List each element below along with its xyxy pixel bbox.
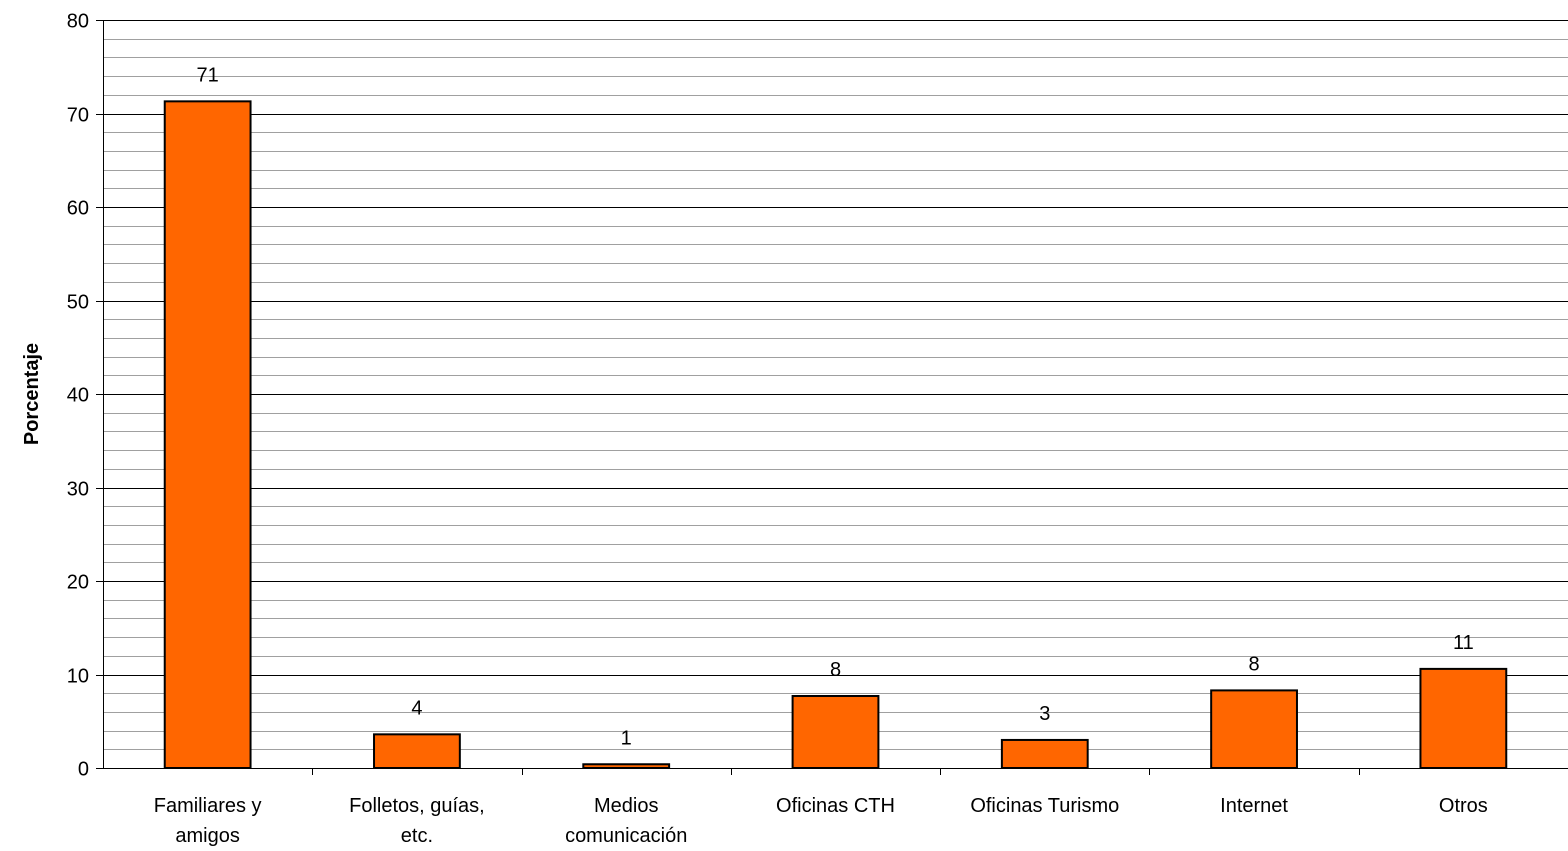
y-tick-label: 30 bbox=[67, 479, 89, 501]
bars bbox=[163, 100, 1508, 770]
bar bbox=[582, 763, 671, 770]
data-label: 71 bbox=[197, 64, 219, 86]
bar bbox=[1000, 738, 1089, 770]
data-label: 1 bbox=[621, 727, 632, 749]
x-category-label: Familiares y bbox=[154, 795, 262, 817]
data-label: 8 bbox=[1249, 653, 1260, 675]
y-tick-label: 80 bbox=[67, 11, 89, 33]
data-label: 8 bbox=[830, 659, 841, 681]
x-category-label: comunicación bbox=[565, 825, 687, 847]
x-category-label: Oficinas Turismo bbox=[970, 795, 1119, 817]
y-axis-title: Porcentaje bbox=[21, 343, 43, 445]
data-label: 3 bbox=[1039, 703, 1050, 725]
gridlines bbox=[103, 20, 1568, 750]
y-tick-label: 10 bbox=[67, 666, 89, 688]
bar bbox=[1419, 667, 1508, 770]
bar bbox=[163, 100, 252, 770]
x-category-label: Medios bbox=[594, 795, 658, 817]
labels: 0 10 20 30 40 50 60 70 80 71 Familiares y amigos 4 Fo… bbox=[67, 11, 1488, 848]
x-category-label: Internet bbox=[1220, 795, 1288, 817]
y-tick-label: 60 bbox=[67, 198, 89, 220]
x-category-label: Otros bbox=[1439, 795, 1488, 817]
axes bbox=[96, 20, 1568, 775]
x-category-label: amigos bbox=[175, 825, 239, 847]
y-tick-label: 50 bbox=[67, 292, 89, 314]
y-tick-label: 20 bbox=[67, 572, 89, 594]
y-tick-label: 0 bbox=[78, 759, 89, 781]
data-label: 11 bbox=[1453, 632, 1474, 654]
data-label: 4 bbox=[411, 697, 422, 719]
y-tick-label: 40 bbox=[67, 385, 89, 407]
bar bbox=[791, 695, 880, 770]
y-tick-label: 70 bbox=[67, 105, 89, 127]
x-category-label: etc. bbox=[401, 825, 433, 847]
x-category-label: Folletos, guías, bbox=[349, 795, 485, 817]
x-category-label: Oficinas CTH bbox=[776, 795, 895, 817]
bar bbox=[1210, 689, 1298, 770]
bar bbox=[373, 733, 461, 770]
